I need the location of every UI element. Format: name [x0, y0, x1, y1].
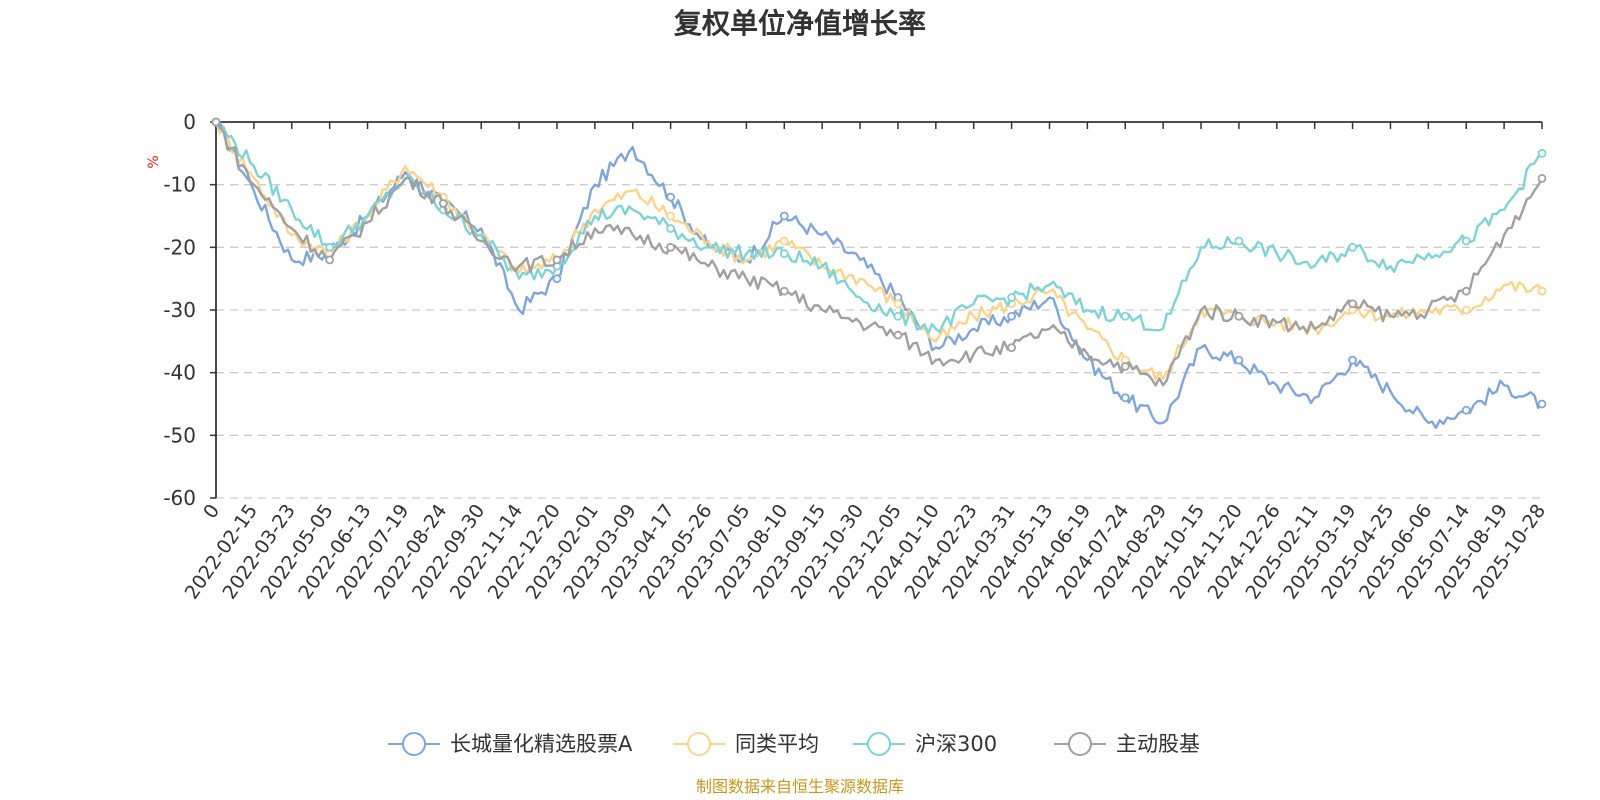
- x-tick-labels: 02022-02-152022-03-232022-05-052022-06-1…: [181, 500, 1550, 603]
- data-point: [1007, 293, 1016, 302]
- data-point: [1234, 236, 1244, 246]
- data-point: [211, 117, 221, 127]
- data-point: [1120, 361, 1130, 371]
- x-tick-label: 0: [199, 500, 224, 523]
- data-point: [1461, 305, 1471, 315]
- y-tick-label: -60: [163, 486, 196, 510]
- data-point: [779, 249, 789, 259]
- data-point: [1007, 311, 1016, 321]
- data-point: [1234, 355, 1244, 365]
- series-line-2: [214, 121, 1543, 335]
- data-point: [779, 236, 789, 246]
- series-line-0: [215, 120, 1543, 429]
- legend-item[interactable]: 长城量化精选股票A: [388, 732, 633, 756]
- legend-circle-icon: [402, 732, 426, 756]
- legend-circle-icon: [1068, 732, 1092, 756]
- chart-title: 复权单位净值增长率: [674, 7, 926, 40]
- gridlines: [216, 184, 1542, 499]
- data-point: [325, 255, 335, 265]
- data-point: [893, 299, 903, 309]
- data-point: [1537, 399, 1547, 409]
- data-point: [1348, 355, 1357, 365]
- data-point: [1461, 236, 1471, 246]
- legend-label: 同类平均: [735, 732, 819, 756]
- data-point: [1461, 286, 1471, 296]
- y-tick-label: -40: [163, 361, 196, 385]
- legend-item[interactable]: 主动股基: [1054, 732, 1200, 756]
- series-line-1: [214, 121, 1544, 381]
- y-tick-label: -30: [163, 298, 196, 322]
- y-axis-unit-label: %: [146, 155, 162, 168]
- data-point: [1234, 311, 1244, 321]
- data-point: [1348, 242, 1357, 252]
- legend-label: 沪深300: [915, 732, 997, 756]
- legend: 长城量化精选股票A 同类平均 沪深300 主动股基: [388, 732, 1200, 756]
- data-point: [552, 274, 562, 284]
- data-point: [893, 311, 903, 321]
- legend-item[interactable]: 沪深300: [853, 732, 997, 756]
- data-point: [666, 224, 676, 233]
- y-tick-label: -50: [163, 423, 196, 447]
- y-tick-label: -20: [163, 235, 196, 259]
- data-point: [779, 211, 789, 221]
- data-point: [893, 330, 903, 340]
- data-point: [1461, 405, 1471, 415]
- y-tick-label: 0: [183, 110, 196, 134]
- data-point: [1348, 299, 1357, 309]
- y-tick-labels: 0 -10 -20 -30 -40 -50 -60: [163, 110, 196, 510]
- data-point: [438, 199, 448, 208]
- data-source-note: 制图数据来自恒生聚源数据库: [696, 777, 904, 796]
- data-point: [1537, 286, 1547, 296]
- legend-circle-icon: [867, 732, 891, 756]
- data-point: [666, 211, 676, 221]
- legend-circle-icon: [687, 732, 711, 756]
- data-point: [666, 192, 676, 202]
- legend-item[interactable]: 同类平均: [673, 732, 819, 756]
- data-point: [1120, 311, 1130, 321]
- data-point: [666, 242, 676, 252]
- data-point: [1537, 148, 1547, 158]
- data-point: [779, 286, 789, 296]
- series-lines: [211, 117, 1547, 429]
- data-point: [1537, 173, 1547, 183]
- data-point: [325, 242, 335, 252]
- series-line-3: [215, 121, 1544, 387]
- data-point: [1007, 343, 1016, 353]
- y-tick-label: -10: [163, 173, 196, 197]
- legend-label: 主动股基: [1116, 732, 1200, 756]
- data-point: [1120, 393, 1130, 403]
- legend-label: 长城量化精选股票A: [450, 732, 633, 756]
- data-point: [552, 255, 562, 265]
